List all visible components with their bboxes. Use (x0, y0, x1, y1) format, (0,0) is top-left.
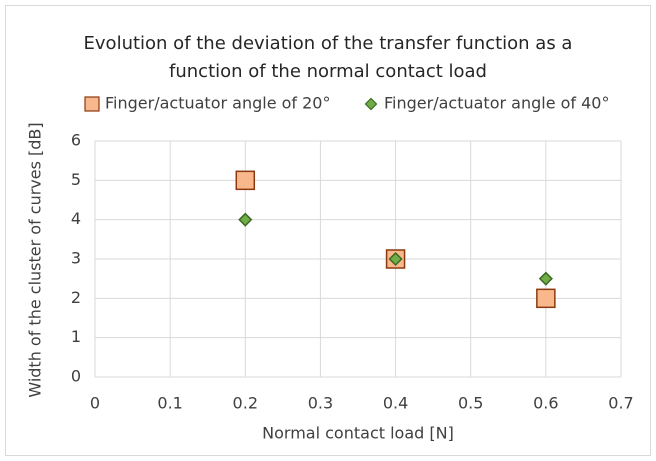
x-tick-label: 0.7 (608, 394, 633, 413)
legend-label: Finger/actuator angle of 40° (384, 94, 609, 113)
x-tick-label: 0.6 (533, 394, 558, 413)
x-tick-label: 0.5 (458, 394, 483, 413)
y-tick-label: 0 (71, 367, 81, 386)
marker (538, 271, 553, 286)
chart-title: function of the normal contact load (169, 61, 487, 82)
chart-title: Evolution of the deviation of the transf… (84, 33, 573, 54)
legend-label: Finger/actuator angle of 20° (105, 94, 330, 113)
marker (388, 251, 403, 267)
marker (238, 212, 253, 227)
y-tick-label: 3 (71, 249, 81, 268)
x-axis-label: Normal contact load [N] (262, 424, 454, 443)
y-tick-label: 5 (71, 170, 81, 189)
chart-border (5, 5, 651, 456)
legend-marker (84, 96, 100, 112)
y-tick-label: 4 (71, 209, 81, 228)
marker (536, 288, 556, 309)
y-tick-label: 1 (71, 327, 81, 346)
x-tick-label: 0.1 (157, 394, 182, 413)
x-tick-label: 0.3 (308, 394, 333, 413)
y-tick-label: 2 (71, 288, 81, 307)
x-tick-label: 0.2 (233, 394, 258, 413)
x-tick-label: 0.4 (383, 394, 408, 413)
y-tick-label: 6 (71, 131, 81, 150)
marker (235, 170, 256, 191)
y-axis-label: Width of the cluster of curves [dB] (26, 122, 45, 397)
x-tick-label: 0 (90, 394, 100, 413)
legend-marker (364, 97, 378, 111)
